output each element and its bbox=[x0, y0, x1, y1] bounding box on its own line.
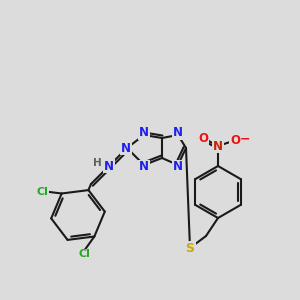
Text: N: N bbox=[139, 127, 149, 140]
Text: O: O bbox=[230, 134, 240, 148]
Text: N: N bbox=[213, 140, 223, 152]
Text: O: O bbox=[198, 131, 208, 145]
Text: −: − bbox=[240, 133, 250, 146]
Text: N: N bbox=[173, 127, 183, 140]
Text: N: N bbox=[104, 160, 114, 172]
Text: N: N bbox=[121, 142, 131, 154]
Text: N: N bbox=[173, 160, 183, 173]
Text: H: H bbox=[93, 158, 101, 168]
Text: Cl: Cl bbox=[78, 250, 90, 260]
Text: S: S bbox=[185, 242, 194, 254]
Text: N: N bbox=[139, 160, 149, 173]
Text: Cl: Cl bbox=[37, 187, 49, 196]
